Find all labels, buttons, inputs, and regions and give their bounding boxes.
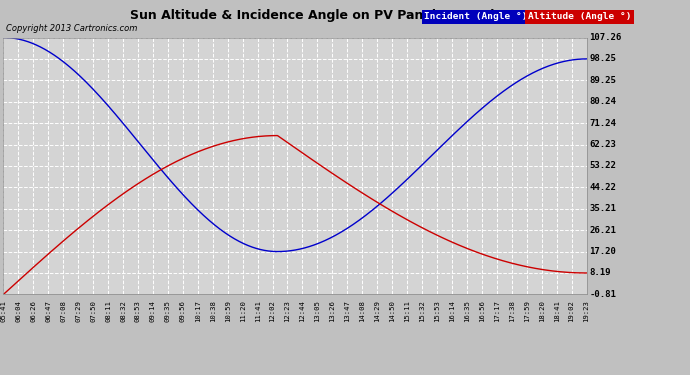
Text: -0.81: -0.81 (589, 290, 616, 299)
Text: Sun Altitude & Incidence Angle on PV Panels Tue Jul 30 19:41: Sun Altitude & Incidence Angle on PV Pan… (130, 9, 560, 22)
Text: 89.25: 89.25 (589, 76, 616, 85)
Text: 8.19: 8.19 (589, 268, 611, 278)
Text: 80.24: 80.24 (589, 97, 616, 106)
Text: 107.26: 107.26 (589, 33, 622, 42)
Text: 35.21: 35.21 (589, 204, 616, 213)
Text: 62.23: 62.23 (589, 140, 616, 149)
Text: 26.21: 26.21 (589, 226, 616, 235)
Text: Altitude (Angle °): Altitude (Angle °) (528, 12, 631, 21)
Text: 98.25: 98.25 (589, 54, 616, 63)
Text: 71.24: 71.24 (589, 118, 616, 128)
Text: Copyright 2013 Cartronics.com: Copyright 2013 Cartronics.com (6, 24, 137, 33)
Text: 17.20: 17.20 (589, 247, 616, 256)
Text: Incident (Angle °): Incident (Angle °) (424, 12, 528, 21)
Text: 53.22: 53.22 (589, 162, 616, 171)
Text: 44.22: 44.22 (589, 183, 616, 192)
